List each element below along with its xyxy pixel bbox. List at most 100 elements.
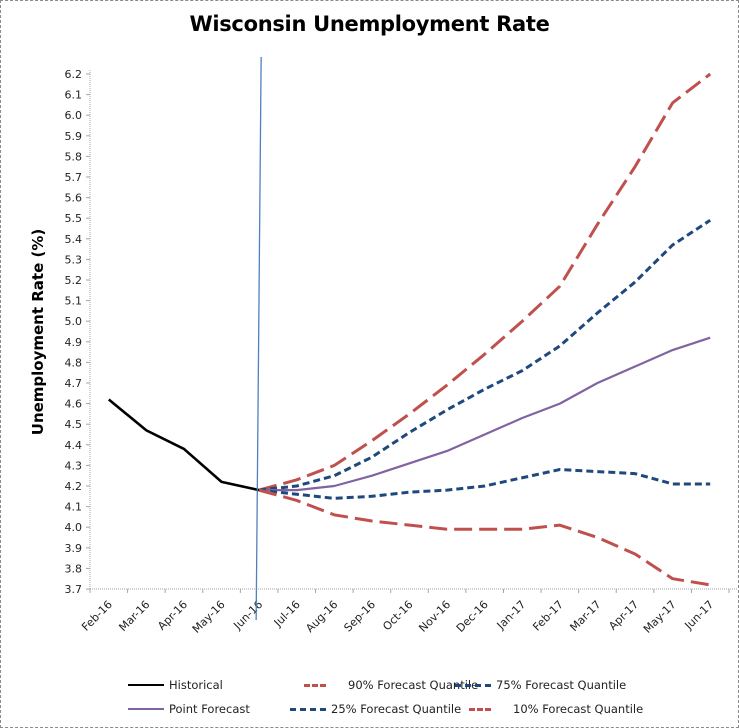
forecast-start-line [255, 56, 262, 621]
x-tick-label: Oct-16 [380, 598, 415, 633]
x-tick-label: May-17 [641, 598, 679, 636]
y-tick-label: 4.1 [65, 501, 83, 514]
x-tick-label: Aug-16 [303, 598, 340, 635]
data-point [483, 433, 485, 435]
x-tick-label: Jan-17 [494, 598, 529, 633]
data-point [671, 483, 673, 485]
data-point [709, 73, 711, 75]
data-point [408, 491, 410, 493]
y-tick-label: 5.8 [65, 150, 83, 163]
y-tick-label: 4.2 [65, 480, 83, 493]
data-point [183, 448, 185, 450]
series-line-25-forecast-quantile [258, 468, 711, 500]
data-point [521, 417, 523, 419]
y-tick-label: 5.4 [65, 233, 83, 246]
data-point [220, 481, 222, 483]
forecast-start-marker [255, 56, 262, 621]
y-tick-label: 4.3 [65, 459, 83, 472]
data-point [333, 514, 335, 516]
data-point [296, 489, 298, 491]
y-tick-label: 6.1 [65, 89, 83, 102]
data-point [483, 485, 485, 487]
y-tick-label: 4.8 [65, 356, 83, 369]
data-point [408, 431, 410, 433]
data-point [333, 497, 335, 499]
data-point [634, 281, 636, 283]
y-tick-label: 5.7 [65, 171, 83, 184]
y-tick-label: 6.0 [65, 109, 83, 122]
data-point [408, 462, 410, 464]
data-point [296, 485, 298, 487]
data-point [333, 485, 335, 487]
data-point [559, 468, 561, 470]
data-point [521, 369, 523, 371]
y-tick-label: 5.6 [65, 192, 83, 205]
data-point [296, 479, 298, 481]
axes: 3.7 3.8 3.9 4.0 4.1 4.2 4.3 4.4 4.5 4.6 4.7 4.8 4.9 5… [65, 68, 737, 636]
data-point [371, 456, 373, 458]
data-point [634, 472, 636, 474]
data-point [371, 520, 373, 522]
data-point [671, 578, 673, 580]
data-point [446, 528, 448, 530]
x-tick-label: Dec-16 [454, 598, 491, 635]
data-point [371, 475, 373, 477]
legend-swatch-icon [304, 683, 326, 687]
data-point [671, 102, 673, 104]
data-point [671, 349, 673, 351]
data-point [559, 345, 561, 347]
legend-label: Point Forecast [169, 702, 250, 716]
legend-item: 90% Forecast Quantile [290, 678, 478, 692]
series-line-75-forecast-quantile [258, 219, 712, 492]
data-point [596, 223, 598, 225]
data-point [145, 429, 147, 431]
legend-item: 25% Forecast Quantile [290, 702, 461, 716]
data-point [483, 528, 485, 530]
data-point [709, 584, 711, 586]
legend-swatch-icon [128, 684, 164, 686]
x-tick-label: Feb-17 [530, 598, 566, 634]
y-tick-label: 5.9 [65, 130, 83, 143]
legend-swatch-icon [469, 707, 491, 711]
legend-label: 90% Forecast Quantile [348, 678, 479, 692]
data-point [371, 439, 373, 441]
y-tick-label: 4.9 [65, 336, 83, 349]
series-line-10-forecast-quantile [258, 488, 711, 587]
y-tick-label: 5.0 [65, 315, 83, 328]
y-tick-label: 4.0 [65, 521, 83, 534]
data-point [634, 553, 636, 555]
data-point [446, 489, 448, 491]
data-point [521, 320, 523, 322]
x-tick-label: Jun-16 [231, 598, 266, 633]
x-tick-label: Apr-17 [606, 598, 641, 633]
data-point [559, 402, 561, 404]
series-line-point-forecast [259, 336, 711, 492]
data-point [483, 388, 485, 390]
legend-swatch-icon [290, 707, 326, 711]
data-point [559, 524, 561, 526]
x-tick-label: Sep-16 [341, 598, 378, 635]
legend-label: Historical [169, 678, 223, 692]
data-point [596, 382, 598, 384]
data-point [108, 398, 110, 400]
data-point [371, 495, 373, 497]
y-tick-label: 5.5 [65, 212, 83, 225]
data-point [296, 493, 298, 495]
data-point [709, 483, 711, 485]
legend-swatch-icon [455, 683, 491, 687]
data-point [258, 489, 260, 491]
legend-swatch-icon [128, 708, 164, 710]
legend-item: Point Forecast [128, 702, 250, 716]
x-tick-label: Jun-17 [682, 598, 717, 633]
data-point [446, 384, 448, 386]
series-lines [107, 72, 712, 587]
y-tick-label: 3.9 [65, 542, 83, 555]
y-tick-label: 4.6 [65, 398, 83, 411]
data-point [709, 219, 711, 221]
y-tick-label: 4.7 [65, 377, 83, 390]
data-point [596, 312, 598, 314]
series-line-90-forecast-quantile [258, 72, 712, 492]
data-point [333, 464, 335, 466]
